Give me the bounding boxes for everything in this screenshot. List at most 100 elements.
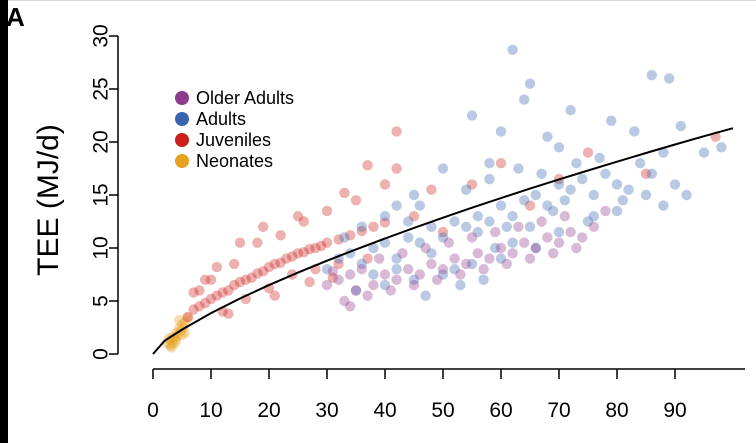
point-juveniles	[211, 261, 222, 273]
legend-label-adults: Adults	[196, 109, 246, 129]
x-tick-label: 50	[431, 399, 454, 422]
point-adults	[588, 189, 599, 201]
point-older-adults	[530, 242, 541, 254]
point-juveniles	[194, 285, 205, 296]
point-juveniles	[298, 216, 309, 227]
point-juveniles	[640, 168, 652, 179]
point-juveniles	[258, 221, 269, 232]
point-juveniles	[495, 158, 507, 169]
point-older-adults	[356, 264, 367, 275]
point-juveniles	[252, 237, 263, 248]
point-older-adults	[426, 258, 437, 270]
y-tick-label: 30	[90, 24, 113, 47]
y-tick-label: 25	[90, 77, 113, 100]
point-older-adults	[519, 237, 530, 248]
point-older-adults	[420, 242, 431, 254]
point-adults	[420, 290, 431, 301]
point-juveniles	[269, 258, 280, 270]
point-juveniles	[287, 251, 298, 262]
point-juveniles	[368, 221, 379, 232]
point-juveniles	[246, 272, 257, 283]
point-adults	[356, 221, 367, 232]
point-juveniles	[362, 253, 373, 264]
point-adults	[484, 158, 495, 169]
point-adults	[594, 152, 605, 164]
point-adults	[350, 285, 362, 296]
point-adults	[379, 211, 391, 222]
point-juveniles	[391, 163, 402, 174]
point-older-adults	[362, 290, 373, 301]
point-adults	[542, 200, 553, 211]
x-tick-label: 40	[373, 399, 396, 422]
point-juveniles	[408, 211, 420, 222]
point-adults	[577, 173, 588, 185]
point-adults	[414, 200, 425, 211]
point-juveniles	[275, 257, 286, 268]
point-adults	[606, 115, 617, 127]
point-adults	[414, 237, 425, 248]
point-adults	[507, 44, 518, 55]
point-older-adults	[339, 295, 350, 307]
point-juveniles	[223, 285, 234, 296]
point-adults	[611, 179, 623, 190]
point-older-adults	[374, 253, 385, 264]
point-juveniles	[298, 247, 309, 258]
point-older-adults	[368, 279, 379, 291]
point-juveniles	[194, 301, 205, 312]
point-adults	[495, 253, 507, 264]
point-older-adults	[565, 226, 576, 238]
point-older-adults	[403, 264, 414, 275]
x-tick-label: 20	[257, 399, 280, 422]
point-adults	[437, 269, 449, 280]
point-neonates	[173, 323, 185, 334]
y-tick-label: 0	[90, 348, 113, 360]
point-older-adults	[553, 237, 565, 248]
point-older-adults	[437, 264, 449, 275]
point-older-adults	[391, 274, 402, 285]
legend-swatch-adults	[175, 112, 189, 126]
point-juveniles	[345, 230, 356, 241]
point-juveniles	[240, 274, 251, 285]
point-adults	[403, 216, 414, 227]
point-older-adults	[408, 279, 420, 291]
point-juveniles	[524, 200, 536, 211]
point-adults	[530, 189, 541, 201]
point-juveniles	[205, 274, 217, 285]
point-adults	[507, 237, 518, 248]
point-juveniles	[200, 297, 211, 309]
point-juveniles	[304, 276, 315, 288]
point-older-adults	[466, 232, 478, 243]
point-juveniles	[188, 304, 199, 315]
y-axis-label: TEE (MJ/d)	[32, 124, 65, 276]
x-tick-label: 70	[547, 399, 570, 422]
point-juveniles	[333, 258, 344, 270]
point-juveniles	[327, 272, 338, 283]
point-adults	[716, 142, 727, 153]
point-juveniles	[217, 287, 228, 298]
point-adults	[681, 189, 692, 201]
x-tick-label: 80	[605, 399, 628, 422]
point-neonates	[179, 317, 191, 328]
point-neonates	[176, 319, 188, 330]
point-adults	[507, 211, 518, 222]
point-adults	[495, 200, 507, 211]
point-older-adults	[490, 226, 501, 238]
axes-layer: 0 5 10 15 20 25 30 0 10 20 30 40 50 60 70 80 90	[90, 24, 745, 422]
point-adults	[449, 216, 460, 227]
y-tick-label: 10	[90, 236, 113, 259]
point-adults	[524, 78, 536, 89]
point-older-adults	[513, 221, 524, 232]
point-adults	[635, 158, 646, 169]
point-adults	[391, 253, 402, 264]
point-adults	[611, 205, 623, 217]
point-older-adults	[548, 248, 559, 259]
point-adults	[455, 279, 466, 291]
point-adults	[675, 120, 686, 132]
point-juveniles	[350, 195, 362, 206]
legend-label-juveniles: Juveniles	[196, 130, 271, 150]
y-tick-label: 5	[90, 295, 113, 307]
point-adults	[437, 232, 449, 243]
point-juveniles	[292, 248, 304, 259]
point-adults	[542, 131, 553, 142]
